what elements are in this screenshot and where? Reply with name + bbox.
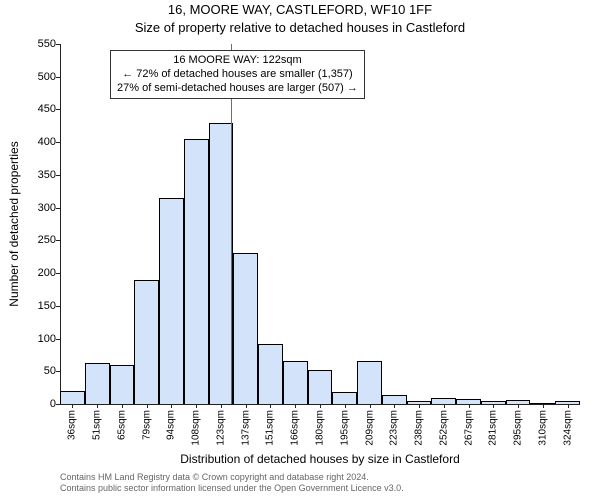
x-tick-label: 137sqm (240, 410, 251, 446)
x-tick-mark (147, 404, 148, 408)
x-tick-mark (295, 404, 296, 408)
histogram-bar (184, 139, 209, 404)
x-tick-label: 238sqm (414, 410, 425, 446)
y-tick-mark (56, 175, 60, 176)
y-tick-label: 550 (26, 38, 56, 50)
x-tick-mark (345, 404, 346, 408)
x-tick-label: 267sqm (463, 410, 474, 446)
y-axis-label: Number of detached properties (7, 44, 21, 404)
y-tick-mark (56, 306, 60, 307)
x-tick-mark (493, 404, 494, 408)
histogram-bar (159, 198, 184, 404)
x-tick-label: 151sqm (265, 410, 276, 446)
x-tick-label: 324sqm (562, 410, 573, 446)
x-tick-mark (568, 404, 569, 408)
y-tick-label: 400 (26, 136, 56, 148)
y-tick-label: 0 (26, 398, 56, 410)
x-tick-label: 295sqm (513, 410, 524, 446)
y-tick-label: 350 (26, 169, 56, 181)
x-tick-label: 36sqm (67, 410, 78, 440)
y-tick-label: 100 (26, 333, 56, 345)
x-tick-label: 123sqm (215, 410, 226, 446)
x-tick-label: 108sqm (191, 410, 202, 446)
x-tick-mark (320, 404, 321, 408)
x-tick-mark (444, 404, 445, 408)
histogram-bar (332, 392, 357, 404)
histogram-bar (283, 361, 308, 404)
x-tick-mark (270, 404, 271, 408)
x-tick-label: 223sqm (389, 410, 400, 446)
x-tick-mark (370, 404, 371, 408)
histogram-bar (209, 123, 234, 404)
x-axis-label: Distribution of detached houses by size … (60, 452, 580, 466)
x-tick-mark (171, 404, 172, 408)
annotation-line: 16 MOORE WAY: 122sqm (117, 54, 358, 68)
chart-address-title: 16, MOORE WAY, CASTLEFORD, WF10 1FF (0, 2, 600, 17)
y-tick-mark (56, 77, 60, 78)
histogram-bar (258, 344, 283, 404)
x-tick-label: 79sqm (141, 410, 152, 440)
chart-subtitle: Size of property relative to detached ho… (0, 20, 600, 35)
x-tick-mark (72, 404, 73, 408)
y-tick-mark (56, 44, 60, 45)
y-tick-label: 200 (26, 267, 56, 279)
footer-attribution: Contains HM Land Registry data © Crown c… (60, 472, 580, 495)
x-tick-mark (394, 404, 395, 408)
footer-line2: Contains public sector information licen… (60, 483, 580, 494)
annotation-line: ← 72% of detached houses are smaller (1,… (117, 68, 358, 82)
histogram-bar (85, 363, 110, 404)
annotation-box: 16 MOORE WAY: 122sqm← 72% of detached ho… (110, 50, 365, 99)
y-tick-label: 50 (26, 365, 56, 377)
x-tick-mark (518, 404, 519, 408)
histogram-bar (308, 370, 333, 404)
x-tick-label: 180sqm (315, 410, 326, 446)
x-tick-mark (469, 404, 470, 408)
y-tick-mark (56, 339, 60, 340)
histogram-bar (110, 365, 135, 404)
histogram-bar (357, 361, 382, 404)
y-tick-mark (56, 109, 60, 110)
annotation-line: 27% of semi-detached houses are larger (… (117, 82, 358, 96)
y-tick-mark (56, 208, 60, 209)
y-tick-mark (56, 404, 60, 405)
x-tick-mark (122, 404, 123, 408)
x-tick-label: 65sqm (116, 410, 127, 440)
x-tick-label: 51sqm (92, 410, 103, 440)
y-tick-label: 150 (26, 300, 56, 312)
x-tick-mark (246, 404, 247, 408)
x-tick-label: 209sqm (364, 410, 375, 446)
x-tick-mark (196, 404, 197, 408)
x-tick-label: 281sqm (488, 410, 499, 446)
x-tick-label: 94sqm (166, 410, 177, 440)
y-tick-label: 500 (26, 71, 56, 83)
histogram-bar (134, 280, 159, 404)
x-tick-label: 310sqm (537, 410, 548, 446)
y-tick-label: 250 (26, 234, 56, 246)
y-tick-mark (56, 240, 60, 241)
footer-line1: Contains HM Land Registry data © Crown c… (60, 472, 580, 483)
x-tick-mark (97, 404, 98, 408)
histogram-bar (60, 391, 85, 404)
x-tick-mark (221, 404, 222, 408)
y-tick-label: 300 (26, 202, 56, 214)
chart-container: 16, MOORE WAY, CASTLEFORD, WF10 1FF Size… (0, 0, 600, 500)
x-tick-label: 195sqm (339, 410, 350, 446)
histogram-bar (382, 395, 407, 404)
x-tick-label: 166sqm (290, 410, 301, 446)
y-tick-mark (56, 142, 60, 143)
y-tick-mark (56, 371, 60, 372)
y-tick-mark (56, 273, 60, 274)
x-tick-label: 252sqm (438, 410, 449, 446)
x-tick-mark (543, 404, 544, 408)
x-tick-mark (419, 404, 420, 408)
histogram-bar (233, 253, 258, 404)
y-tick-label: 450 (26, 103, 56, 115)
